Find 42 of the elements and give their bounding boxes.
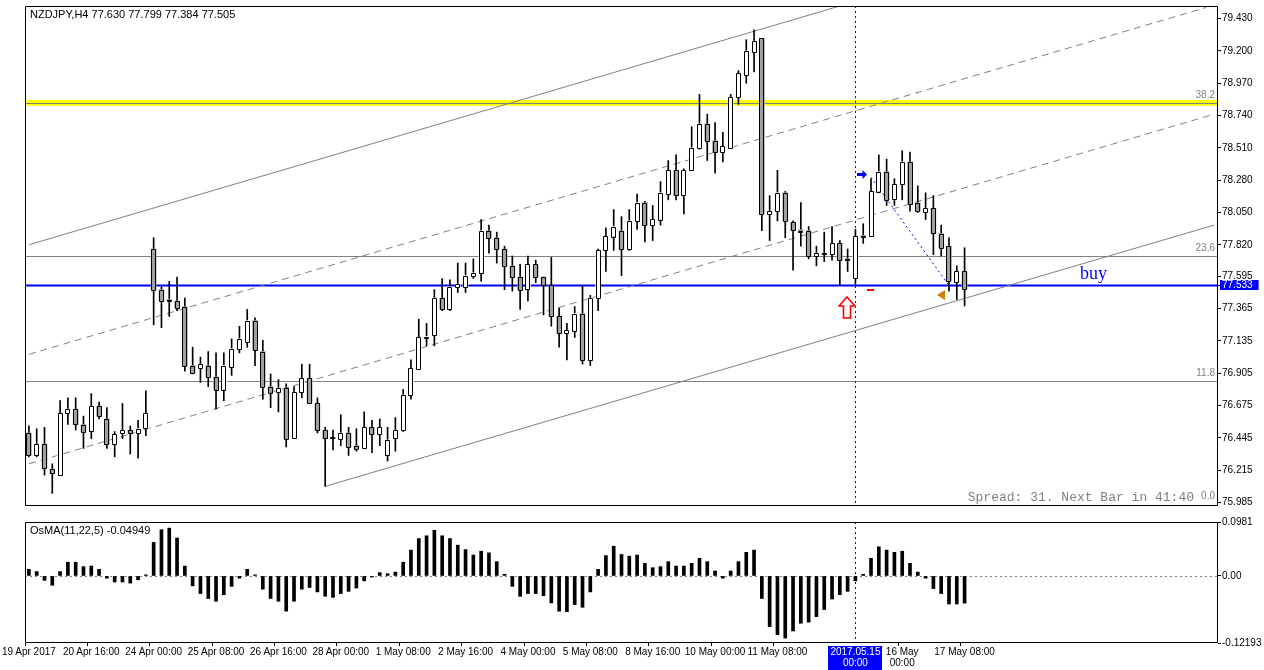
x-tick-label: 20 Apr 16:00 [62, 646, 121, 658]
y-tick-label: 75.985 [1222, 496, 1254, 508]
x-tick-label: 8 May 16:00 [625, 646, 681, 658]
y-tick-label: 77.820 [1222, 238, 1254, 250]
x-tick-label: 17 May 08:00 [934, 646, 996, 658]
annotation: 0.0 [1201, 490, 1216, 502]
y-tick-label: 76.905 [1222, 367, 1254, 379]
y-tick-label: 0.0981 [1222, 515, 1254, 527]
chart-title: OsMA(11,22,5) -0.04949 [30, 523, 151, 536]
y-tick-label: 76.445 [1222, 431, 1254, 443]
y-tick-label: 78.970 [1222, 77, 1254, 88]
x-tick-label: 2017.05.15 00:00 [830, 646, 881, 669]
y-tick-label: 77.135 [1222, 334, 1254, 346]
x-tick-label: 5 May 08:00 [562, 646, 619, 658]
y-tick-label: 78.050 [1222, 206, 1254, 218]
x-tick-label: 2 May 16:00 [438, 646, 494, 658]
annotation: 38.2 [1195, 88, 1216, 100]
x-tick-label: 26 Apr 16:00 [250, 646, 308, 658]
y-tick-label: 0.00 [1222, 569, 1242, 581]
x-tick-label: 25 Apr 08:00 [187, 646, 245, 658]
x-tick-label: 19 Apr 2017 [1, 646, 57, 658]
y-tick-label: 78.510 [1222, 141, 1254, 153]
chart-title: NZDJPY,H4 77.630 77.799 77.384 77.505 [30, 7, 236, 20]
y-tick-label: 79.200 [1222, 44, 1254, 56]
y-tick-label: 78.740 [1222, 109, 1254, 121]
annotation: 23.6 [1195, 241, 1216, 253]
y-tick-label: 76.215 [1222, 463, 1254, 475]
x-tick-label: 24 Apr 00:00 [125, 646, 183, 658]
y-tick-label: 79.430 [1222, 12, 1254, 24]
x-tick-label: 1 May 08:00 [375, 646, 432, 658]
annotation: Spread: 31. Next Bar in 41:40 [967, 489, 1194, 505]
x-tick-label: 16 May 00:00 [885, 646, 919, 669]
annotation: buy [1080, 263, 1107, 284]
y-tick-label: -0.12193 [1222, 636, 1262, 648]
y-tick-label: 76.675 [1222, 399, 1254, 411]
y-tick-label: 78.280 [1222, 173, 1254, 185]
x-tick-label: 4 May 00:00 [500, 646, 556, 658]
x-tick-label: 11 May 08:00 [747, 646, 808, 658]
y-tick-label: 77.365 [1222, 302, 1254, 314]
annotation: 11.8 [1196, 366, 1216, 378]
x-tick-label: 10 May 00:00 [684, 646, 746, 658]
x-tick-label: 28 Apr 00:00 [312, 646, 370, 658]
